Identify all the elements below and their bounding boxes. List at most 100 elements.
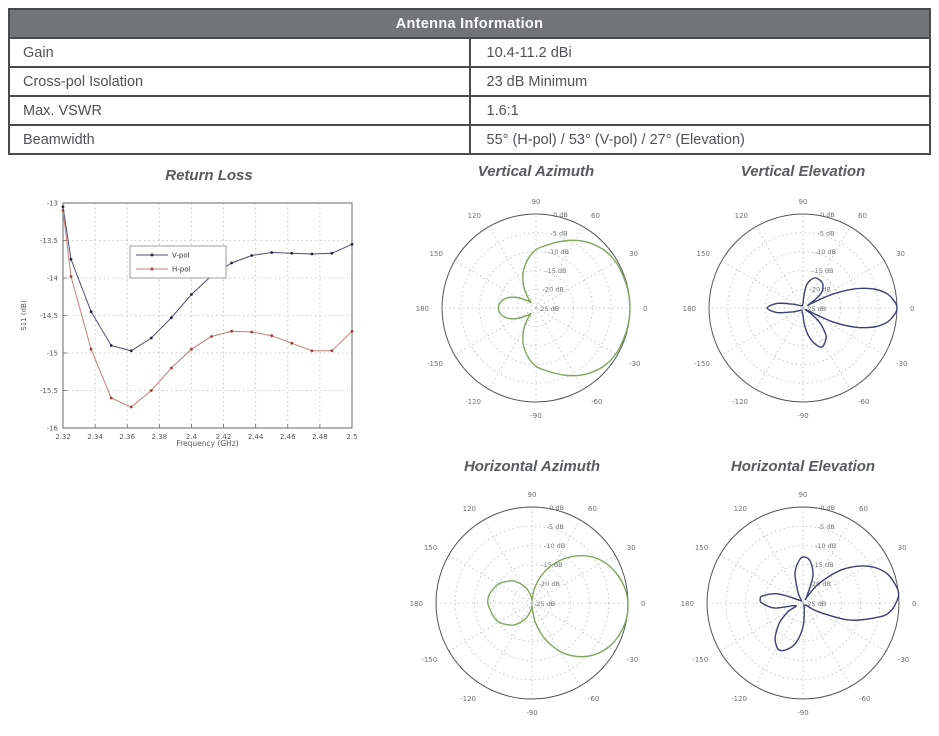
svg-text:0 dB: 0 dB: [820, 211, 835, 219]
svg-text:-120: -120: [732, 398, 748, 406]
svg-text:-20 dB: -20 dB: [539, 580, 560, 588]
table-title: Antenna Information: [8, 8, 931, 39]
svg-text:0: 0: [643, 305, 647, 313]
svg-text:2.38: 2.38: [152, 433, 168, 441]
svg-text:-13: -13: [47, 200, 58, 208]
svg-text:2.32: 2.32: [55, 433, 71, 441]
svg-text:-30: -30: [896, 360, 907, 368]
svg-text:V-pol: V-pol: [172, 252, 190, 260]
table-header-row: Antenna Information: [8, 8, 931, 39]
svg-text:-60: -60: [588, 695, 599, 703]
svg-text:H-pol: H-pol: [172, 266, 191, 274]
table-row: Max. VSWR 1.6:1: [8, 95, 931, 126]
svg-text:0 dB: 0 dB: [553, 211, 568, 219]
return-loss-chart: Return Loss 2.32 2.34 2.36 2.38 2.4 2.42 2.44 2…: [14, 166, 390, 450]
svg-text:-25 dB: -25 dB: [534, 600, 555, 608]
horizontal-elevation-title: Horizontal Elevation: [730, 458, 876, 475]
svg-text:60: 60: [859, 505, 868, 513]
svg-text:-20 dB: -20 dB: [810, 285, 831, 293]
antenna-info-table: Antenna Information Gain 10.4-11.2 dBi C…: [8, 8, 931, 155]
table-row: Beamwidth 55° (H-pol) / 53° (V-pol) / 27…: [8, 124, 931, 155]
svg-text:-20 dB: -20 dB: [810, 580, 831, 588]
svg-text:-150: -150: [427, 360, 443, 368]
svg-text:-16: -16: [47, 425, 59, 433]
row-label: Cross-pol Isolation: [8, 66, 471, 97]
svg-text:150: 150: [695, 544, 708, 552]
row-value: 23 dB Minimum: [468, 66, 931, 97]
svg-text:30: 30: [629, 250, 638, 258]
horizontal-elevation-chart: Horizontal Elevation 0 30 60 90 120 150 180 -15…: [673, 457, 933, 735]
svg-text:-150: -150: [694, 360, 710, 368]
svg-text:-15.5: -15.5: [40, 387, 58, 395]
svg-text:-15 dB: -15 dB: [545, 267, 566, 275]
horizontal-elevation-plot: 0 30 60 90 120 150 180 -150 -120 -90 -60 -30 0 dB -5 …: [681, 491, 917, 717]
svg-text:Frequency (GHz): Frequency (GHz): [176, 439, 238, 448]
svg-text:2.46: 2.46: [280, 433, 296, 441]
svg-text:180: 180: [683, 305, 696, 313]
svg-text:0: 0: [641, 600, 645, 608]
row-label: Max. VSWR: [8, 95, 471, 126]
row-label: Beamwidth: [8, 124, 471, 155]
svg-text:0: 0: [910, 305, 914, 313]
svg-text:-90: -90: [530, 412, 541, 420]
svg-text:2.36: 2.36: [119, 433, 135, 441]
table-row: Cross-pol Isolation 23 dB Minimum: [8, 66, 931, 97]
svg-text:0 dB: 0 dB: [549, 504, 564, 512]
svg-text:-25 dB: -25 dB: [805, 305, 826, 313]
svg-text:0 dB: 0 dB: [820, 504, 835, 512]
svg-text:-10 dB: -10 dB: [544, 542, 565, 550]
return-loss-plot: 2.32 2.34 2.36 2.38 2.4 2.42 2.44 2.46 2.48 2.5 -1…: [20, 200, 358, 449]
svg-text:120: 120: [468, 212, 481, 220]
svg-text:-60: -60: [591, 398, 602, 406]
svg-text:150: 150: [430, 250, 443, 258]
horizontal-azimuth-chart: Horizontal Azimuth 0 30 60 90 120 150 180 -150 -…: [402, 457, 662, 735]
svg-text:-120: -120: [731, 695, 747, 703]
svg-text:-25 dB: -25 dB: [538, 305, 559, 313]
vertical-azimuth-chart: Vertical Azimuth 0 30 60 90 120 150 180 -150 -12…: [406, 162, 666, 436]
svg-text:-25 dB: -25 dB: [805, 600, 826, 608]
svg-text:90: 90: [528, 491, 537, 499]
svg-text:90: 90: [799, 491, 808, 499]
svg-text:-13.5: -13.5: [40, 237, 58, 245]
svg-text:30: 30: [896, 250, 905, 258]
svg-text:-120: -120: [460, 695, 476, 703]
svg-text:180: 180: [410, 600, 423, 608]
svg-text:-5 dB: -5 dB: [550, 230, 567, 238]
vertical-elevation-chart: Vertical Elevation 0 30 60 90 120 150 180 -150 -…: [673, 162, 933, 436]
table-row: Gain 10.4-11.2 dBi: [8, 37, 931, 68]
svg-text:-15: -15: [47, 350, 58, 358]
svg-text:90: 90: [799, 198, 808, 206]
svg-text:-150: -150: [692, 656, 708, 664]
svg-text:-20 dB: -20 dB: [543, 285, 564, 293]
svg-text:-90: -90: [797, 709, 808, 717]
svg-text:-150: -150: [421, 656, 437, 664]
vertical-azimuth-plot: 0 30 60 90 120 150 180 -150 -120 -90 -60 -30 0 dB -5 …: [416, 198, 648, 420]
svg-text:30: 30: [627, 544, 636, 552]
svg-text:-120: -120: [465, 398, 481, 406]
svg-text:-10 dB: -10 dB: [548, 248, 569, 256]
svg-text:-10 dB: -10 dB: [815, 542, 836, 550]
svg-text:2.4: 2.4: [186, 433, 198, 441]
svg-text:60: 60: [591, 212, 600, 220]
svg-text:-14.5: -14.5: [40, 312, 58, 320]
row-value: 1.6:1: [468, 95, 931, 126]
svg-text:60: 60: [858, 212, 867, 220]
svg-text:-90: -90: [797, 412, 808, 420]
svg-text:60: 60: [588, 505, 597, 513]
svg-text:150: 150: [424, 544, 437, 552]
row-value: 55° (H-pol) / 53° (V-pol) / 27° (Elevati…: [468, 124, 931, 155]
svg-text:-30: -30: [627, 656, 638, 664]
svg-text:0: 0: [912, 600, 916, 608]
row-label: Gain: [8, 37, 471, 68]
svg-text:-30: -30: [898, 656, 909, 664]
svg-text:-60: -60: [859, 695, 870, 703]
svg-text:-90: -90: [526, 709, 537, 717]
return-loss-title: Return Loss: [165, 167, 253, 184]
row-value: 10.4-11.2 dBi: [468, 37, 931, 68]
svg-text:150: 150: [697, 250, 710, 258]
vertical-elevation-plot: 0 30 60 90 120 150 180 -150 -120 -90 -60 -30 0 dB -5 …: [683, 198, 915, 420]
svg-text:2.5: 2.5: [346, 433, 357, 441]
svg-text:120: 120: [735, 212, 748, 220]
svg-text:-60: -60: [858, 398, 869, 406]
svg-text:90: 90: [532, 198, 541, 206]
